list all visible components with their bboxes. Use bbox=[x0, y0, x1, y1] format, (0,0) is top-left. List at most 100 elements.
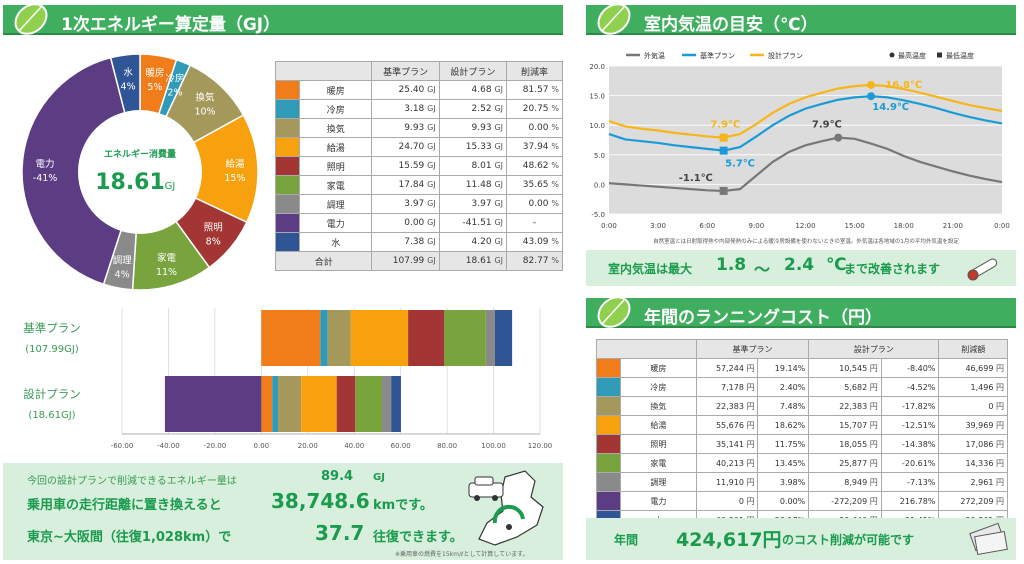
unit: GJ bbox=[427, 85, 436, 94]
annotation-design-min: 7.9℃ bbox=[710, 120, 740, 131]
table-row: 冷房 3.18 GJ 2.52 GJ 20.75 % bbox=[275, 99, 563, 119]
base-value: 35,141 bbox=[715, 439, 744, 449]
design-value: 4.20 bbox=[471, 237, 492, 247]
design-value: 11.48 bbox=[465, 180, 492, 190]
legend-label: 設計プラン bbox=[768, 51, 803, 60]
x-tick-label: 0:00 bbox=[994, 222, 1010, 230]
design-cell: 15,707 円 bbox=[808, 415, 882, 435]
table-row: 照明 15.59 GJ 8.01 GJ 48.62 % bbox=[275, 156, 563, 176]
base-cell: 55,676 円 bbox=[695, 415, 759, 435]
donut-label-pct: 11% bbox=[156, 267, 177, 278]
yen-unit: 円 bbox=[869, 401, 878, 411]
x-tick-label: 3:00 bbox=[650, 222, 666, 230]
row-name: 調理 bbox=[620, 472, 697, 492]
design-value: 18.61 bbox=[465, 256, 492, 266]
energy-th-rate: 削減率 bbox=[506, 61, 563, 81]
money-icon bbox=[969, 522, 1008, 556]
yen-unit: 円 bbox=[996, 363, 1004, 373]
y-tick-label: -5.0 bbox=[591, 211, 605, 219]
summary-value2: 38,748.6 bbox=[271, 489, 370, 513]
unit: GJ bbox=[494, 85, 503, 94]
donut-label-name: 調理 bbox=[113, 254, 133, 266]
energy-table: 基準プラン 設計プラン 削減率 暖房 25.40 GJ 4.68 GJ 81.57 %… bbox=[274, 61, 563, 271]
design-value: 15,707 bbox=[839, 420, 868, 430]
y-tick-label: 20.0 bbox=[589, 63, 605, 71]
bar-segment-照明 bbox=[336, 376, 356, 432]
design-value: 10,545 bbox=[839, 363, 868, 373]
temp-plot-area bbox=[609, 66, 1002, 214]
design-pct: -4.52% bbox=[880, 377, 940, 397]
rate-cell: 48.62 % bbox=[506, 156, 563, 176]
energy-th-base: 基準プラン bbox=[371, 61, 440, 81]
base-value: 7,178 bbox=[721, 382, 744, 392]
donut-label-name: 換気 bbox=[196, 92, 216, 104]
cut-value: 46,699 bbox=[965, 363, 994, 373]
car-map-icon bbox=[468, 470, 544, 546]
rate-value: 82.77 bbox=[522, 256, 549, 266]
row-name: 調理 bbox=[298, 194, 373, 214]
temp-summary-high: 2.4 bbox=[784, 255, 815, 275]
design-value: 25,877 bbox=[839, 458, 868, 468]
x-tick-label: -20.00 bbox=[204, 442, 227, 450]
summary-unit2: kmです。 bbox=[373, 498, 433, 513]
total-name: 合計 bbox=[274, 251, 373, 271]
color-swatch bbox=[275, 118, 300, 138]
donut-label-name: 暖房 bbox=[145, 67, 164, 79]
yen-unit: 円 bbox=[869, 477, 878, 487]
base-pct: 11.75% bbox=[757, 434, 810, 454]
yen-unit: 円 bbox=[996, 439, 1004, 449]
row-name: 冷房 bbox=[620, 377, 697, 397]
cut-cell: 2,961 円 bbox=[938, 472, 1008, 492]
yen-unit: 円 bbox=[746, 477, 755, 487]
donut-label-name: 照明 bbox=[204, 223, 223, 234]
unit: GJ bbox=[494, 237, 503, 246]
base-pct: 2.40% bbox=[757, 377, 810, 397]
unit: GJ bbox=[494, 161, 503, 170]
pct-unit: % bbox=[551, 256, 559, 265]
yen-unit: 円 bbox=[996, 420, 1004, 430]
rate-cell: 43.09 % bbox=[506, 232, 563, 252]
color-swatch bbox=[275, 232, 300, 252]
base-value: 11,910 bbox=[715, 477, 744, 487]
x-tick-label: 18:00 bbox=[894, 222, 914, 230]
yen-unit: 円 bbox=[996, 458, 1004, 468]
x-tick-label: -40.00 bbox=[157, 442, 180, 450]
donut-label-pct: -41% bbox=[33, 173, 58, 184]
design-cell: 8,949 円 bbox=[808, 472, 882, 492]
unit: GJ bbox=[494, 180, 503, 189]
pct-unit: % bbox=[551, 123, 559, 132]
design-value: 2.52 bbox=[471, 104, 492, 114]
cut-cell: 272,209 円 bbox=[938, 491, 1008, 511]
total-rate: 82.77 % bbox=[506, 251, 563, 271]
cost-th-design: 設計プラン bbox=[808, 339, 940, 359]
rate-cell: 81.57 % bbox=[506, 80, 563, 100]
energy-title: 1次エネルギー算定量（GJ） bbox=[61, 15, 281, 35]
pct-unit: % bbox=[551, 104, 559, 113]
table-row: 暖房 57,244 円 19.14% 10,545 円 -8.40% 46,699 円 bbox=[596, 358, 1008, 378]
bar-segment-水 bbox=[494, 310, 513, 366]
design-pct: -7.13% bbox=[880, 472, 940, 492]
base-value: 55,676 bbox=[715, 420, 744, 430]
cut-value: 14,336 bbox=[965, 458, 994, 468]
temp-chart: 20.0 15.0 10.0 5.0 0.0 -5.0 0:00 3:00 6:00 9:00 12… bbox=[589, 51, 1010, 245]
color-swatch bbox=[596, 491, 621, 511]
thermometer-icon bbox=[967, 258, 998, 281]
rate-cell: 37.94 % bbox=[506, 137, 563, 157]
temp-line-外気温 bbox=[608, 136, 1003, 193]
base-cell: 22,383 円 bbox=[695, 396, 759, 416]
pct-unit: % bbox=[551, 142, 559, 151]
row-name: 家電 bbox=[620, 453, 697, 473]
bar-segment-換気 bbox=[327, 310, 351, 366]
x-tick-label: 60.00 bbox=[391, 442, 411, 450]
base-pct: 0.00% bbox=[757, 491, 810, 511]
table-row: 電力 0.00 GJ -41.51 GJ - bbox=[275, 213, 563, 233]
base-cell: 35,141 円 bbox=[695, 434, 759, 454]
base-cell: 57,244 円 bbox=[695, 358, 759, 378]
base-max-marker bbox=[867, 92, 875, 101]
design-cell: 18,055 円 bbox=[808, 434, 882, 454]
design-cell: -272,209 円 bbox=[808, 491, 882, 511]
rate-value: 43.09 bbox=[522, 237, 549, 247]
design-cell: -41.51 GJ bbox=[438, 213, 508, 233]
design-cell: 4.20 GJ bbox=[438, 232, 508, 252]
pct-unit: % bbox=[551, 161, 559, 170]
